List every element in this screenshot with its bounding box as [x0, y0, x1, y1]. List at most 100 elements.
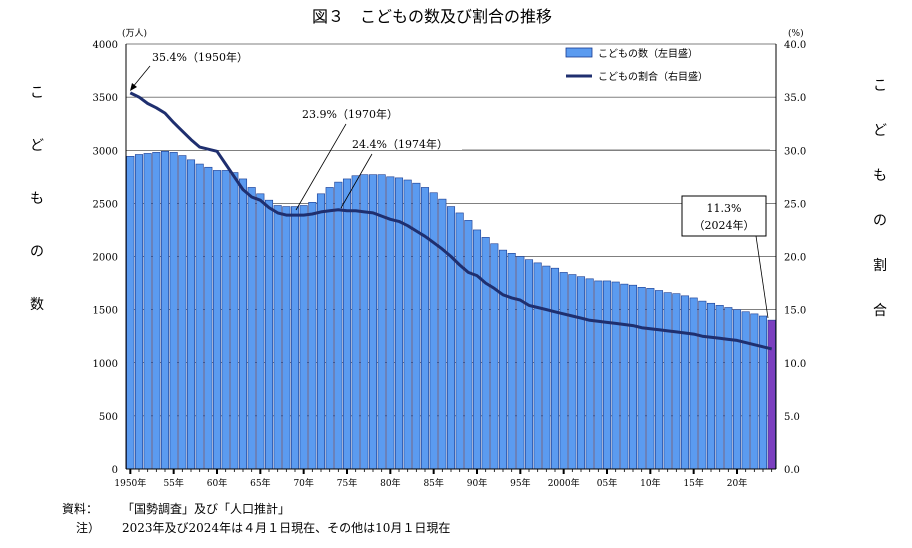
- bar: [594, 280, 603, 470]
- y-left-unit: (万人): [122, 28, 147, 39]
- bar: [750, 313, 759, 470]
- y-left-tick-label: 4000: [93, 40, 118, 51]
- y-left-title-char: 数: [30, 297, 44, 313]
- annotations: 35.4%（1950年） 23.9%（1970年） 24.4%（1974年） 1…: [130, 50, 770, 319]
- bar: [195, 163, 204, 470]
- note-label: 注）: [76, 521, 101, 535]
- annotation-1950-arrowhead: [130, 83, 137, 91]
- y-right-tick-label: 40.0: [784, 40, 806, 51]
- y-right-title-char: 合: [873, 303, 887, 319]
- y-left-title-char: ど: [30, 138, 44, 154]
- bar: [446, 206, 456, 470]
- notes: 資料： 「国勢調査」及び「人口推計」 注） 2023年及び2024年は４月１日現在、…: [62, 500, 450, 538]
- bar: [758, 315, 768, 470]
- x-tick-label: 10年: [640, 477, 660, 489]
- y-left-tick-label: 2500: [93, 199, 118, 210]
- y-left-title-char: の: [30, 244, 44, 260]
- bar: [299, 205, 308, 470]
- y-left-title-char: も: [30, 191, 44, 207]
- x-tick-label: 95年: [510, 477, 530, 489]
- y-right-tick-label: 5.0: [784, 412, 800, 423]
- bar: [516, 256, 525, 470]
- annotation-1950-arrow: [131, 65, 151, 89]
- bar: [325, 187, 334, 470]
- bar: [308, 202, 317, 470]
- bar: [273, 205, 282, 470]
- bar: [524, 259, 534, 470]
- bar: [481, 237, 490, 470]
- bar: [178, 155, 187, 470]
- bar: [169, 152, 178, 470]
- bar: [342, 178, 352, 470]
- annotation-1974: 24.4%（1974年）: [352, 137, 448, 151]
- line-series-path: [129, 91, 773, 351]
- x-tick-label: 2000年: [548, 477, 580, 489]
- x-tick-label: 70年: [293, 477, 313, 489]
- y-right-tick-label: 30.0: [784, 146, 806, 157]
- y-right-title-char: ど: [873, 123, 887, 139]
- bar: [247, 187, 256, 470]
- bar: [706, 302, 716, 470]
- bar: [316, 193, 326, 470]
- annotation-2024-box: [681, 195, 767, 237]
- legend: こどもの数（左目盛） こどもの割合（右目盛）: [565, 47, 708, 83]
- bar: [724, 307, 733, 470]
- bar: [377, 174, 386, 470]
- annotation-1970: 23.9%（1970年）: [302, 107, 398, 121]
- bar: [429, 192, 438, 470]
- bar: [637, 287, 646, 470]
- bar: [680, 295, 690, 470]
- bar: [689, 297, 698, 470]
- y-right-title-char: こ: [873, 78, 887, 94]
- bar: [368, 174, 378, 470]
- bar: [438, 198, 447, 470]
- y-right-tick-label: 15.0: [784, 306, 806, 317]
- bar: [420, 187, 430, 470]
- bar: [230, 172, 239, 470]
- bar: [134, 154, 144, 470]
- legend-line-label: こどもの割合（右目盛）: [598, 70, 708, 83]
- annotation-2024-leader: [755, 235, 769, 319]
- bar: [698, 300, 707, 470]
- bar: [455, 212, 464, 470]
- bar: [628, 284, 638, 470]
- y-left-tick-label: 3000: [93, 146, 118, 157]
- chart: 図３ こどもの数及び割合の推移 (万人) (%) 0 500 1000 1500 200…: [30, 7, 887, 489]
- y-right-title-char: も: [873, 168, 887, 184]
- bar: [576, 276, 586, 470]
- bar: [351, 175, 360, 470]
- y-right-tick-label: 25.0: [784, 199, 806, 210]
- bar: [464, 220, 473, 470]
- y-right-tick-label: 0.0: [784, 465, 800, 476]
- bar: [264, 199, 274, 470]
- source-text: 「国勢調査」及び「人口推計」: [122, 502, 291, 516]
- annotation-2024-line1: 11.3%: [707, 202, 742, 215]
- note-text: 2023年及び2024年は４月１日現在、その他は10月１日現在: [122, 521, 451, 535]
- bar: [186, 159, 196, 470]
- y-right-tick-label: 35.0: [784, 93, 806, 104]
- y-right-title-char: の: [873, 213, 887, 229]
- bar: [550, 267, 560, 470]
- source-row: 資料： 「国勢調査」及び「人口推計」: [62, 500, 450, 519]
- bar: [507, 253, 516, 470]
- bar: [412, 182, 421, 470]
- bar: [143, 153, 152, 470]
- x-tick-label: 60年: [207, 477, 227, 489]
- bar: [334, 181, 343, 470]
- bar: [212, 170, 222, 470]
- bar: [559, 272, 568, 470]
- bar: [767, 319, 776, 470]
- x-tick-labels: 1950年 55年 60年 65年 70年 75年 80年 85年 90年 95年 2000年 05年…: [114, 477, 747, 489]
- x-tick-label: 75年: [337, 477, 357, 489]
- bar: [611, 281, 620, 470]
- x-tick-label: 80年: [380, 477, 400, 489]
- bar: [663, 292, 672, 470]
- x-tick-label: 05年: [597, 477, 617, 489]
- y-left-title-char: こ: [30, 85, 44, 101]
- bar: [238, 178, 248, 470]
- y-right-title-char: 割: [873, 257, 887, 274]
- vertical-axis-titles: こどもの数 こどもの割合: [30, 78, 887, 319]
- bar: [741, 311, 750, 470]
- bar: [126, 156, 135, 470]
- y-left-tick-label: 1500: [93, 306, 118, 317]
